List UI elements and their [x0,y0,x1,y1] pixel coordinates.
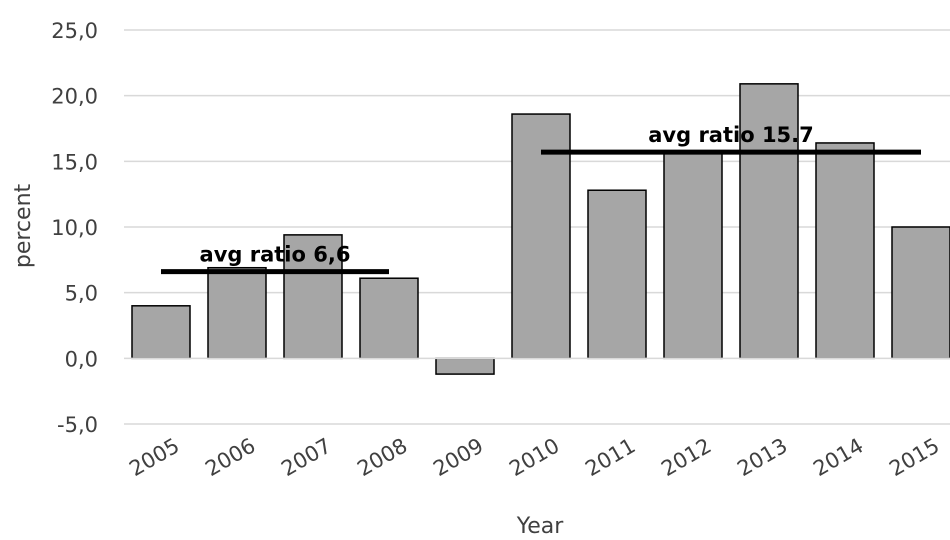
y-tick-label: 0,0 [65,347,98,371]
bar-2008 [359,277,419,360]
x-tick-label: 2008 [353,434,411,482]
x-tick-label: 2010 [505,434,563,482]
x-tick-label: 2011 [581,434,639,482]
y-tick-label: 25,0 [51,19,98,43]
bar-2009 [435,357,495,375]
x-tick-label: 2015 [885,434,943,482]
x-tick-label: 2007 [277,434,335,482]
x-axis-title: Year [516,514,565,539]
x-tick-label: 2012 [657,434,715,482]
y-tick-label: 5,0 [65,282,98,306]
x-tick-label: 2014 [809,434,867,482]
average-lines: avg ratio 6,6 avg ratio 15.7 [161,123,921,275]
y-tick-label: -5,0 [57,413,98,437]
bars [131,83,950,375]
y-tick-label: 20,0 [51,85,98,109]
bar-2010 [511,113,571,360]
bar-2014 [815,142,875,360]
y-axis-ticks: -5,0 0,0 5,0 10,0 15,0 20,0 25,0 [51,19,98,437]
x-tick-label: 2013 [733,434,791,482]
bar-2015 [891,226,950,360]
x-tick-label: 2005 [125,434,183,482]
bar-2005 [131,305,191,360]
y-axis-title: percent [11,183,36,268]
bar-2012 [663,151,723,360]
bar-2006 [207,266,267,360]
x-axis-ticks: 2005 2006 2007 2008 2009 2010 2011 2012 2013 2014… [125,434,943,482]
bar-2013 [739,83,799,360]
bar-2011 [587,189,647,360]
y-tick-label: 10,0 [51,216,98,240]
x-tick-label: 2006 [201,434,259,482]
x-tick-label: 2009 [429,434,487,482]
y-tick-label: 15,0 [51,150,98,174]
average-label: avg ratio 15.7 [648,123,814,147]
average-label: avg ratio 6,6 [200,243,351,267]
